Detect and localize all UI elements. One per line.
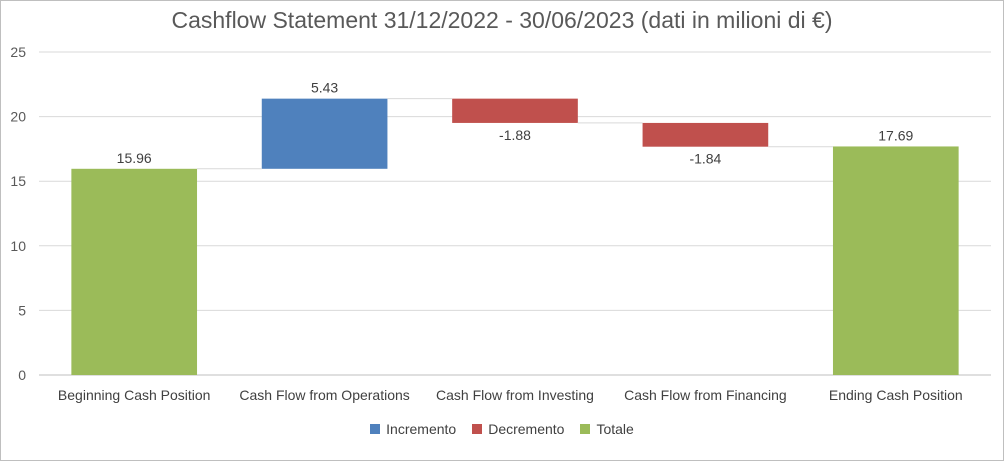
legend-label-increase: Incremento [386,421,457,437]
data-label: 17.69 [878,127,913,143]
legend-item-total: Totale [580,421,634,437]
bar-5 [832,146,959,375]
category-label: Cash Flow from Financing [624,387,787,403]
legend-item-increase: Incremento [370,421,456,437]
legend-label-decrease: Decremento [488,421,565,437]
y-tick-label: 5 [18,302,26,318]
legend: Incremento Decremento Totale [1,421,1003,437]
chart-title: Cashflow Statement 31/12/2022 - 30/06/20… [171,7,833,33]
bar-2 [261,98,388,169]
bar-4 [642,122,769,147]
y-tick-label: 0 [18,367,26,383]
data-label: -1.88 [499,127,531,143]
data-label: -1.84 [689,151,721,167]
legend-item-decrease: Decremento [472,421,564,437]
bar-1 [71,168,198,375]
y-tick-label: 20 [10,109,26,125]
legend-swatch-increase [370,424,381,434]
bar-3 [452,98,578,123]
legend-label-total: Totale [596,421,634,437]
legend-swatch-total [580,424,591,434]
data-label: 5.43 [311,80,338,96]
data-label: 15.96 [117,150,152,166]
category-label: Cash Flow from Investing [436,387,594,403]
category-label: Ending Cash Position [829,387,963,403]
y-tick-label: 15 [10,173,26,189]
category-label: Beginning Cash Position [58,387,211,403]
category-label: Cash Flow from Operations [239,387,409,403]
legend-swatch-decrease [472,424,483,434]
y-tick-label: 10 [10,238,26,254]
y-tick-label: 25 [10,44,26,60]
